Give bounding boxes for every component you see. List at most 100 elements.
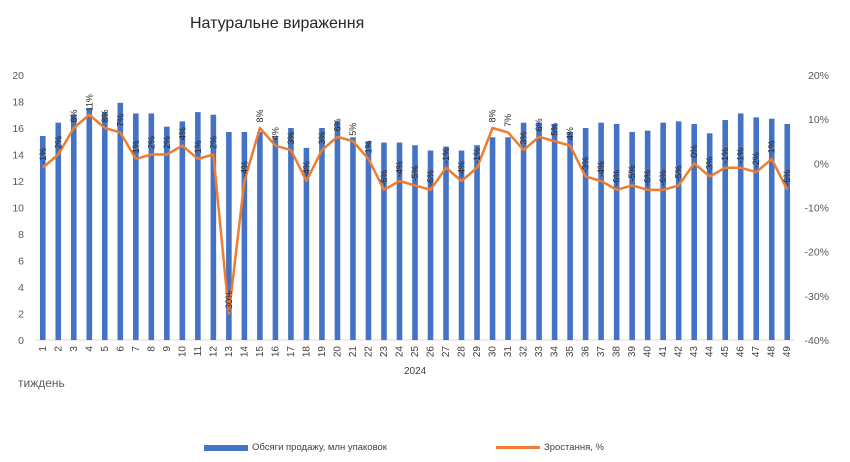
growth-data-label: -5% xyxy=(674,165,684,181)
bar xyxy=(164,126,170,340)
bar xyxy=(133,113,139,340)
bar xyxy=(334,121,341,340)
x-axis-title: тиждень xyxy=(18,376,65,390)
y2-tick-label: -20% xyxy=(804,247,829,259)
x-tick-label: 5 xyxy=(100,346,111,352)
x-tick-label: 31 xyxy=(503,346,514,358)
x-tick-label: 49 xyxy=(782,346,793,358)
x-tick-label: 14 xyxy=(239,346,250,358)
x-tick-label: 1 xyxy=(38,346,49,352)
growth-data-label: -4% xyxy=(457,161,467,177)
bar xyxy=(412,145,418,340)
y2-tick-label: -40% xyxy=(804,335,829,347)
bar xyxy=(86,108,93,340)
legend-item-volume: Обсяги продажу, млн упаковок xyxy=(204,442,387,453)
bar xyxy=(675,121,682,340)
growth-data-label: -4% xyxy=(301,161,311,177)
growth-data-label: -1% xyxy=(720,148,730,164)
growth-data-label: -4% xyxy=(394,161,404,177)
x-tick-label: 23 xyxy=(379,346,390,358)
y-tick-label: 18 xyxy=(12,97,24,109)
growth-data-label: 1% xyxy=(363,140,373,153)
bar xyxy=(629,131,635,340)
growth-data-label: -6% xyxy=(643,170,653,186)
bar xyxy=(598,122,604,340)
bar xyxy=(582,128,589,340)
bar xyxy=(644,130,651,340)
x-tick-label: 19 xyxy=(317,346,328,358)
bar xyxy=(55,122,62,340)
y-tick-label: 2 xyxy=(18,309,24,321)
growth-data-label: 1% xyxy=(193,140,203,153)
x-tick-label: 48 xyxy=(767,346,778,358)
bar xyxy=(195,112,201,340)
growth-data-label: 2% xyxy=(208,136,218,149)
bar xyxy=(148,113,155,340)
growth-data-label: -1% xyxy=(472,148,482,164)
y-tick-label: 0 xyxy=(18,335,24,347)
bar xyxy=(381,142,387,340)
y-tick-label: 6 xyxy=(18,256,24,268)
growth-data-label: -1% xyxy=(38,148,48,164)
y-tick-label: 8 xyxy=(18,229,24,241)
x-tick-label: 47 xyxy=(751,346,762,358)
legend-swatch-line xyxy=(496,446,540,449)
growth-data-label: 8% xyxy=(255,109,265,122)
x-tick-label: 44 xyxy=(705,346,716,358)
bar xyxy=(396,142,403,340)
growth-data-label: 5% xyxy=(550,123,560,136)
bar xyxy=(706,133,713,340)
bar xyxy=(474,145,480,340)
growth-data-label: 6% xyxy=(332,118,342,131)
bar xyxy=(753,117,760,341)
x-tick-label: 15 xyxy=(255,346,266,358)
x-tick-label: 22 xyxy=(363,346,374,358)
bar xyxy=(520,122,527,340)
growth-data-label: 11% xyxy=(84,94,94,111)
x-tick-label: 4 xyxy=(84,346,95,352)
x-tick-label: 6 xyxy=(115,346,126,352)
bar xyxy=(39,135,46,340)
y2-tick-label: -30% xyxy=(804,291,829,303)
x-tick-label: 3 xyxy=(69,346,80,352)
growth-data-label: 3% xyxy=(286,132,296,145)
growth-data-label: -3% xyxy=(705,157,715,173)
growth-data-label: 0% xyxy=(689,145,699,158)
y-tick-label: 16 xyxy=(12,123,24,135)
growth-data-label: -2% xyxy=(751,152,761,168)
bar xyxy=(70,114,77,340)
x-tick-label: 27 xyxy=(441,346,452,358)
x-tick-label: 21 xyxy=(348,346,359,358)
growth-data-label: -3% xyxy=(581,157,591,173)
bar xyxy=(102,112,108,340)
growth-data-label: 8% xyxy=(488,109,498,122)
x-tick-label: 34 xyxy=(550,346,561,358)
x-tick-label: 39 xyxy=(627,346,638,358)
growth-data-label: -6% xyxy=(379,170,389,186)
bar xyxy=(613,124,620,341)
bar xyxy=(567,131,573,340)
x-tick-label: 9 xyxy=(162,346,173,352)
x-tick-label: 24 xyxy=(394,346,405,358)
growth-data-label: 7% xyxy=(115,114,125,127)
x-tick-label: 25 xyxy=(410,346,421,358)
growth-data-label: 3% xyxy=(317,132,327,145)
growth-data-label: -6% xyxy=(658,170,668,186)
bar xyxy=(365,141,372,340)
x-tick-label: 10 xyxy=(177,346,188,358)
y-tick-label: 10 xyxy=(12,203,24,215)
x-group-label: 2024 xyxy=(404,366,427,377)
x-tick-label: 43 xyxy=(689,346,700,358)
bar xyxy=(226,131,232,340)
growth-data-label: -1% xyxy=(736,148,746,164)
x-tick-label: 30 xyxy=(488,346,499,358)
bar xyxy=(691,124,697,341)
growth-data-label: 4% xyxy=(177,127,187,140)
bar xyxy=(257,131,263,340)
x-tick-label: 36 xyxy=(581,346,592,358)
x-tick-label: 42 xyxy=(674,346,685,358)
y-tick-label: 12 xyxy=(12,176,24,188)
growth-data-label: 4% xyxy=(270,127,280,140)
